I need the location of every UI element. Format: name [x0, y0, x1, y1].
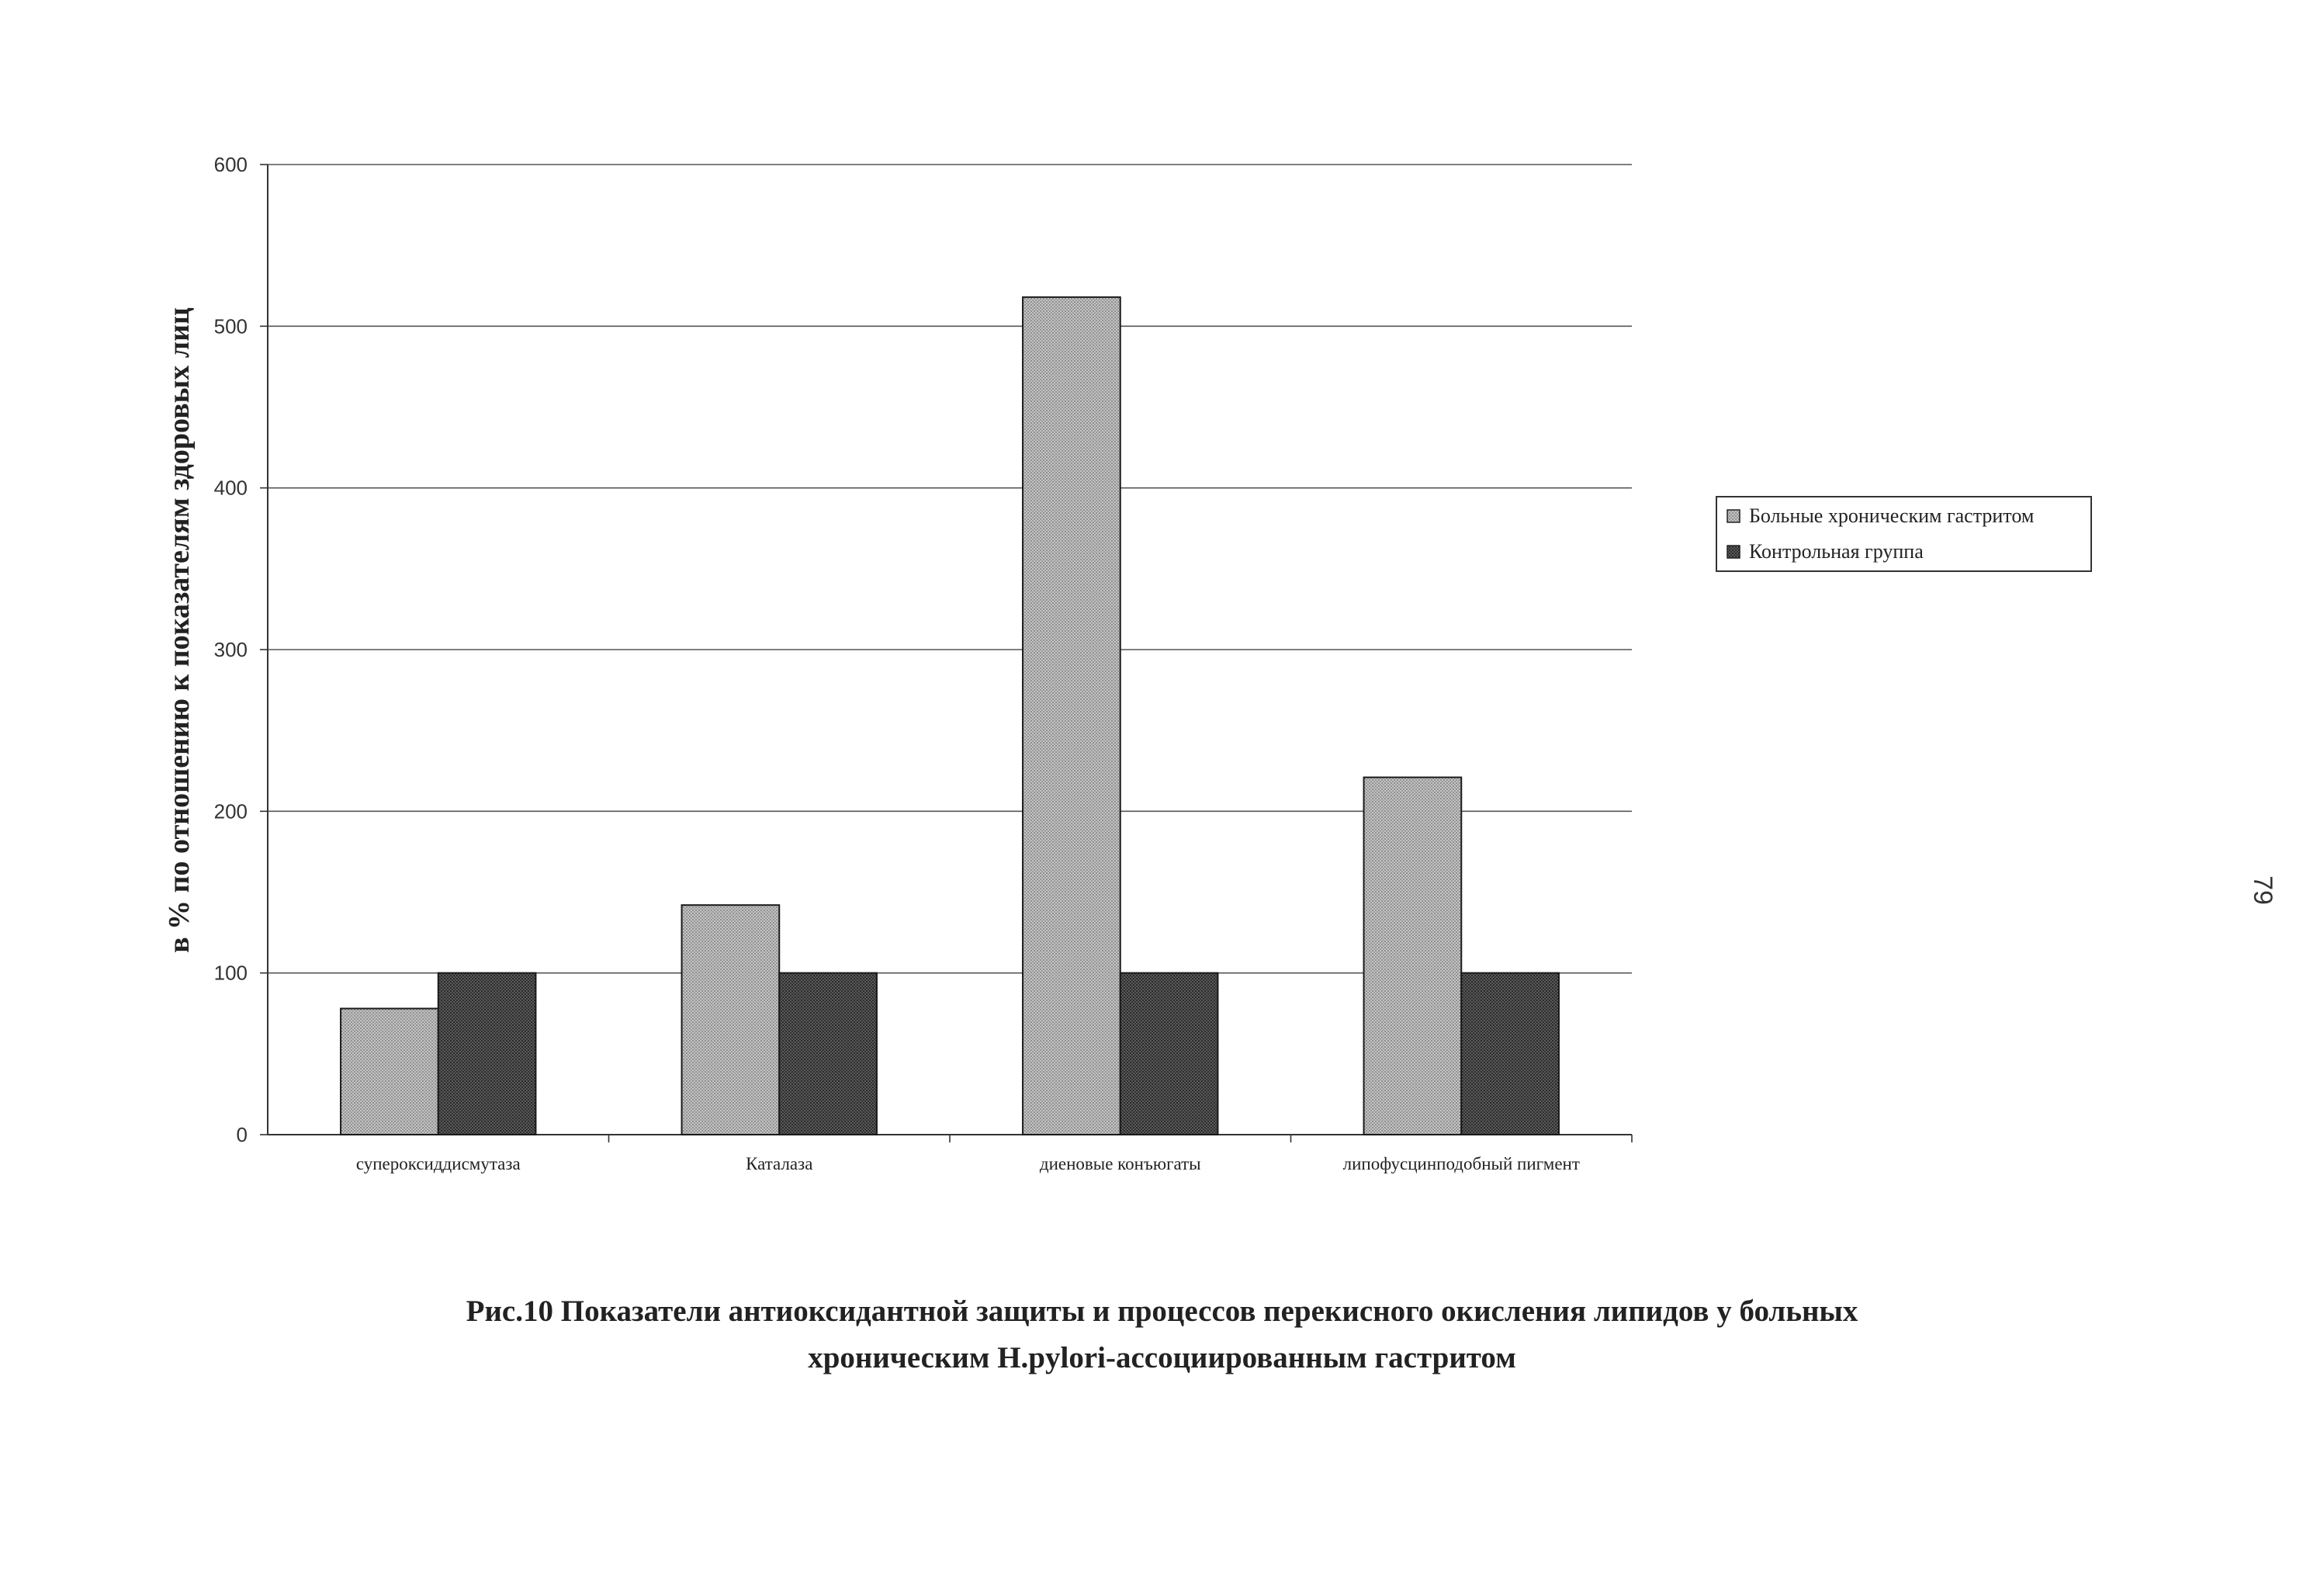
- bar-patients-1: [681, 904, 781, 1135]
- x-tick-label: липофусцинподобный пигмент: [1343, 1154, 1580, 1173]
- bar-control-2: [1119, 972, 1219, 1135]
- y-tick-label: 500: [214, 314, 248, 338]
- x-tick-label: диеновые конъюгаты: [1040, 1154, 1201, 1173]
- y-tick-label: 400: [214, 477, 248, 500]
- tick-labels: 0 100 200 300 400 500 600 супероксиддисмутаза Ка…: [214, 153, 1580, 1173]
- y-tick-label: 300: [214, 638, 248, 661]
- x-tick-label: Каталаза: [746, 1154, 812, 1173]
- legend-label-patients: Больные хроническим гастритом: [1749, 504, 2034, 527]
- caption-line-2: хроническим H.pylori-ассоциированным гас…: [808, 1341, 1516, 1374]
- legend-swatch-control: [1727, 545, 1740, 559]
- y-axis-title: в % по отношению к показателям здоровых …: [163, 307, 196, 953]
- legend-swatch-patients: [1727, 509, 1740, 523]
- page-number: 79: [2248, 875, 2277, 905]
- x-tick-label: супероксиддисмутаза: [356, 1154, 521, 1173]
- bar-patients-0: [340, 1007, 439, 1135]
- legend-label-control: Контрольная группа: [1749, 540, 1924, 563]
- bar-patients-2: [1022, 296, 1121, 1135]
- bar-control-3: [1460, 972, 1560, 1135]
- y-tick-label: 600: [214, 153, 248, 176]
- legend-box: [1716, 496, 2092, 572]
- bar-patients-3: [1363, 776, 1463, 1135]
- figure-caption: Рис.10 Показатели антиоксидантной защиты…: [0, 1288, 2324, 1381]
- bars: [340, 296, 1560, 1135]
- y-tick-label: 100: [214, 962, 248, 985]
- bar-control-1: [778, 972, 878, 1135]
- bar-control-0: [437, 972, 537, 1135]
- caption-line-1: Рис.10 Показатели антиоксидантной защиты…: [466, 1295, 1858, 1328]
- y-tick-label: 0: [237, 1123, 248, 1146]
- legend: Больные хроническим гастритом Контрольна…: [1716, 496, 2092, 572]
- y-tick-label: 200: [214, 799, 248, 823]
